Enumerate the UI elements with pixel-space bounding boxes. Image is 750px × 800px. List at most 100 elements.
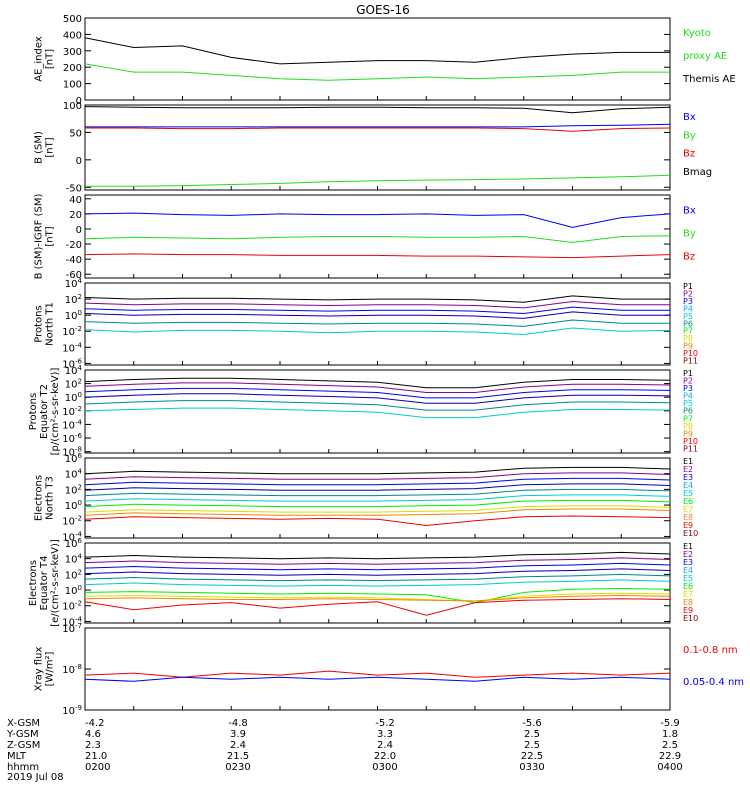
legend-entry: P4 [683,392,693,401]
legend-entry: P9 [683,342,693,351]
legend-entry: By [683,229,696,240]
series-line [85,174,671,187]
series-line [84,598,671,616]
time-axis-value: 3.3 [377,729,393,740]
series-line [84,377,671,389]
legend-entry: E10 [683,614,698,623]
series-line [84,494,671,502]
time-axis-value: 0300 [372,762,397,773]
series-line [85,127,671,132]
time-axis-date: 2019 Jul 08 [7,772,64,783]
series-line [84,505,671,513]
y-tick-label: 0 [76,156,82,167]
series-line [84,400,671,411]
legend-entry: P7 [683,327,693,336]
y-tick-label: 104 [65,277,83,290]
series-line [84,295,670,303]
legend-entry: E2 [683,465,693,474]
legend-entry: Themis AE [682,74,736,85]
panel-bigrf: -60 -40 -20 0 20 40 B (SM)-IGRF (SM)[nT] Bx By Bz [34,194,696,282]
y-tick-label: 400 [63,30,82,41]
legend-entry: Bmag [683,167,712,178]
y-tick-label: 50 [69,128,82,139]
legend-entry: Bz [683,149,695,160]
y-tick-label: 102 [65,568,82,581]
y-tick-label: 104 [65,364,83,377]
panel-frame [84,542,671,624]
time-axis-row-label: Z-GSM [7,740,40,751]
legend-entry: P3 [683,297,693,306]
legend-entry: P10 [683,349,698,358]
legend-entry: By [683,130,696,141]
series-line [84,63,670,81]
y-tick-label: 0 [76,225,82,236]
y-tick-label: -50 [66,183,82,194]
legend-entry: E6 [683,497,693,506]
series-line [84,562,671,571]
time-axis-value: 4.6 [85,729,101,740]
series-line [84,573,671,582]
legend-entry: P9 [683,429,693,438]
panel-frame [84,17,671,101]
y-axis-label: ProtonsEquator T2[p/(cm²-s-sr-keV)] [28,368,61,456]
series-line [85,123,671,128]
time-axis-value: 1.8 [662,729,678,740]
y-tick-label: 300 [63,47,82,58]
y-tick-label: 10-2 [62,515,82,528]
legend-entry: P5 [683,312,693,321]
time-axis-value: 21.5 [227,751,249,762]
legend-entry: P4 [683,304,693,313]
time-axis-value: 0230 [225,762,250,773]
panel-xray: 10-9 10-8 10-7 Xray flux[W/m²] 0.1-0.8 nm 0.0… [34,622,745,717]
time-axis-value: 2.5 [524,729,540,740]
time-axis-value: 22.9 [659,751,681,762]
y-axis-label: B (SM)[nT] [34,131,56,164]
figure-title: GOES-16 [356,3,410,17]
series-line [84,212,671,228]
series-line [84,306,670,315]
time-axis-row-label: X-GSM [7,718,40,729]
series-line [84,499,671,508]
series-line [84,300,670,309]
legend-entry: E3 [683,558,693,567]
y-tick-label: 100 [65,584,82,597]
time-axis-value: 22.5 [521,751,543,762]
legend-entry: Bx [683,205,696,216]
y-tick-label: 10-2 [62,405,82,418]
legend-entry: P7 [683,414,693,423]
series-line [84,319,670,327]
legend-entry: P8 [683,422,693,431]
legend-entry: E8 [683,513,693,522]
time-axis-value: 0200 [85,762,110,773]
y-tick-label: 100 [65,391,82,404]
series-line [84,551,671,560]
panel-frame [84,457,671,539]
legend-entry: E6 [683,582,693,591]
time-axis-value: -5.2 [375,718,395,729]
panel-frame [84,282,671,366]
y-tick-label: 10-6 [62,432,82,445]
time-axis-value: 21.0 [85,751,107,762]
series-line [84,253,671,259]
series-line [84,592,671,602]
time-axis-value: 2.4 [377,740,393,751]
time-axis-row-label: hhmm [7,762,39,773]
panel-frame [84,627,671,711]
series-line [84,477,671,486]
y-tick-label: 10-4 [62,341,82,354]
time-axis-value: -5.6 [522,718,542,729]
series-line [84,472,671,480]
time-axis-value: -4.2 [85,718,105,729]
y-tick-label: -20 [66,240,82,251]
y-tick-label: 100 [65,499,82,512]
time-axis-value: 2.4 [230,740,246,751]
legend-entry: P6 [683,319,693,328]
time-axis-value: 2.3 [85,740,101,751]
y-tick-label: 102 [65,293,82,306]
y-tick-label: 100 [65,309,82,322]
time-axis-value: 22.0 [374,751,396,762]
legend-entry: P11 [683,357,698,366]
